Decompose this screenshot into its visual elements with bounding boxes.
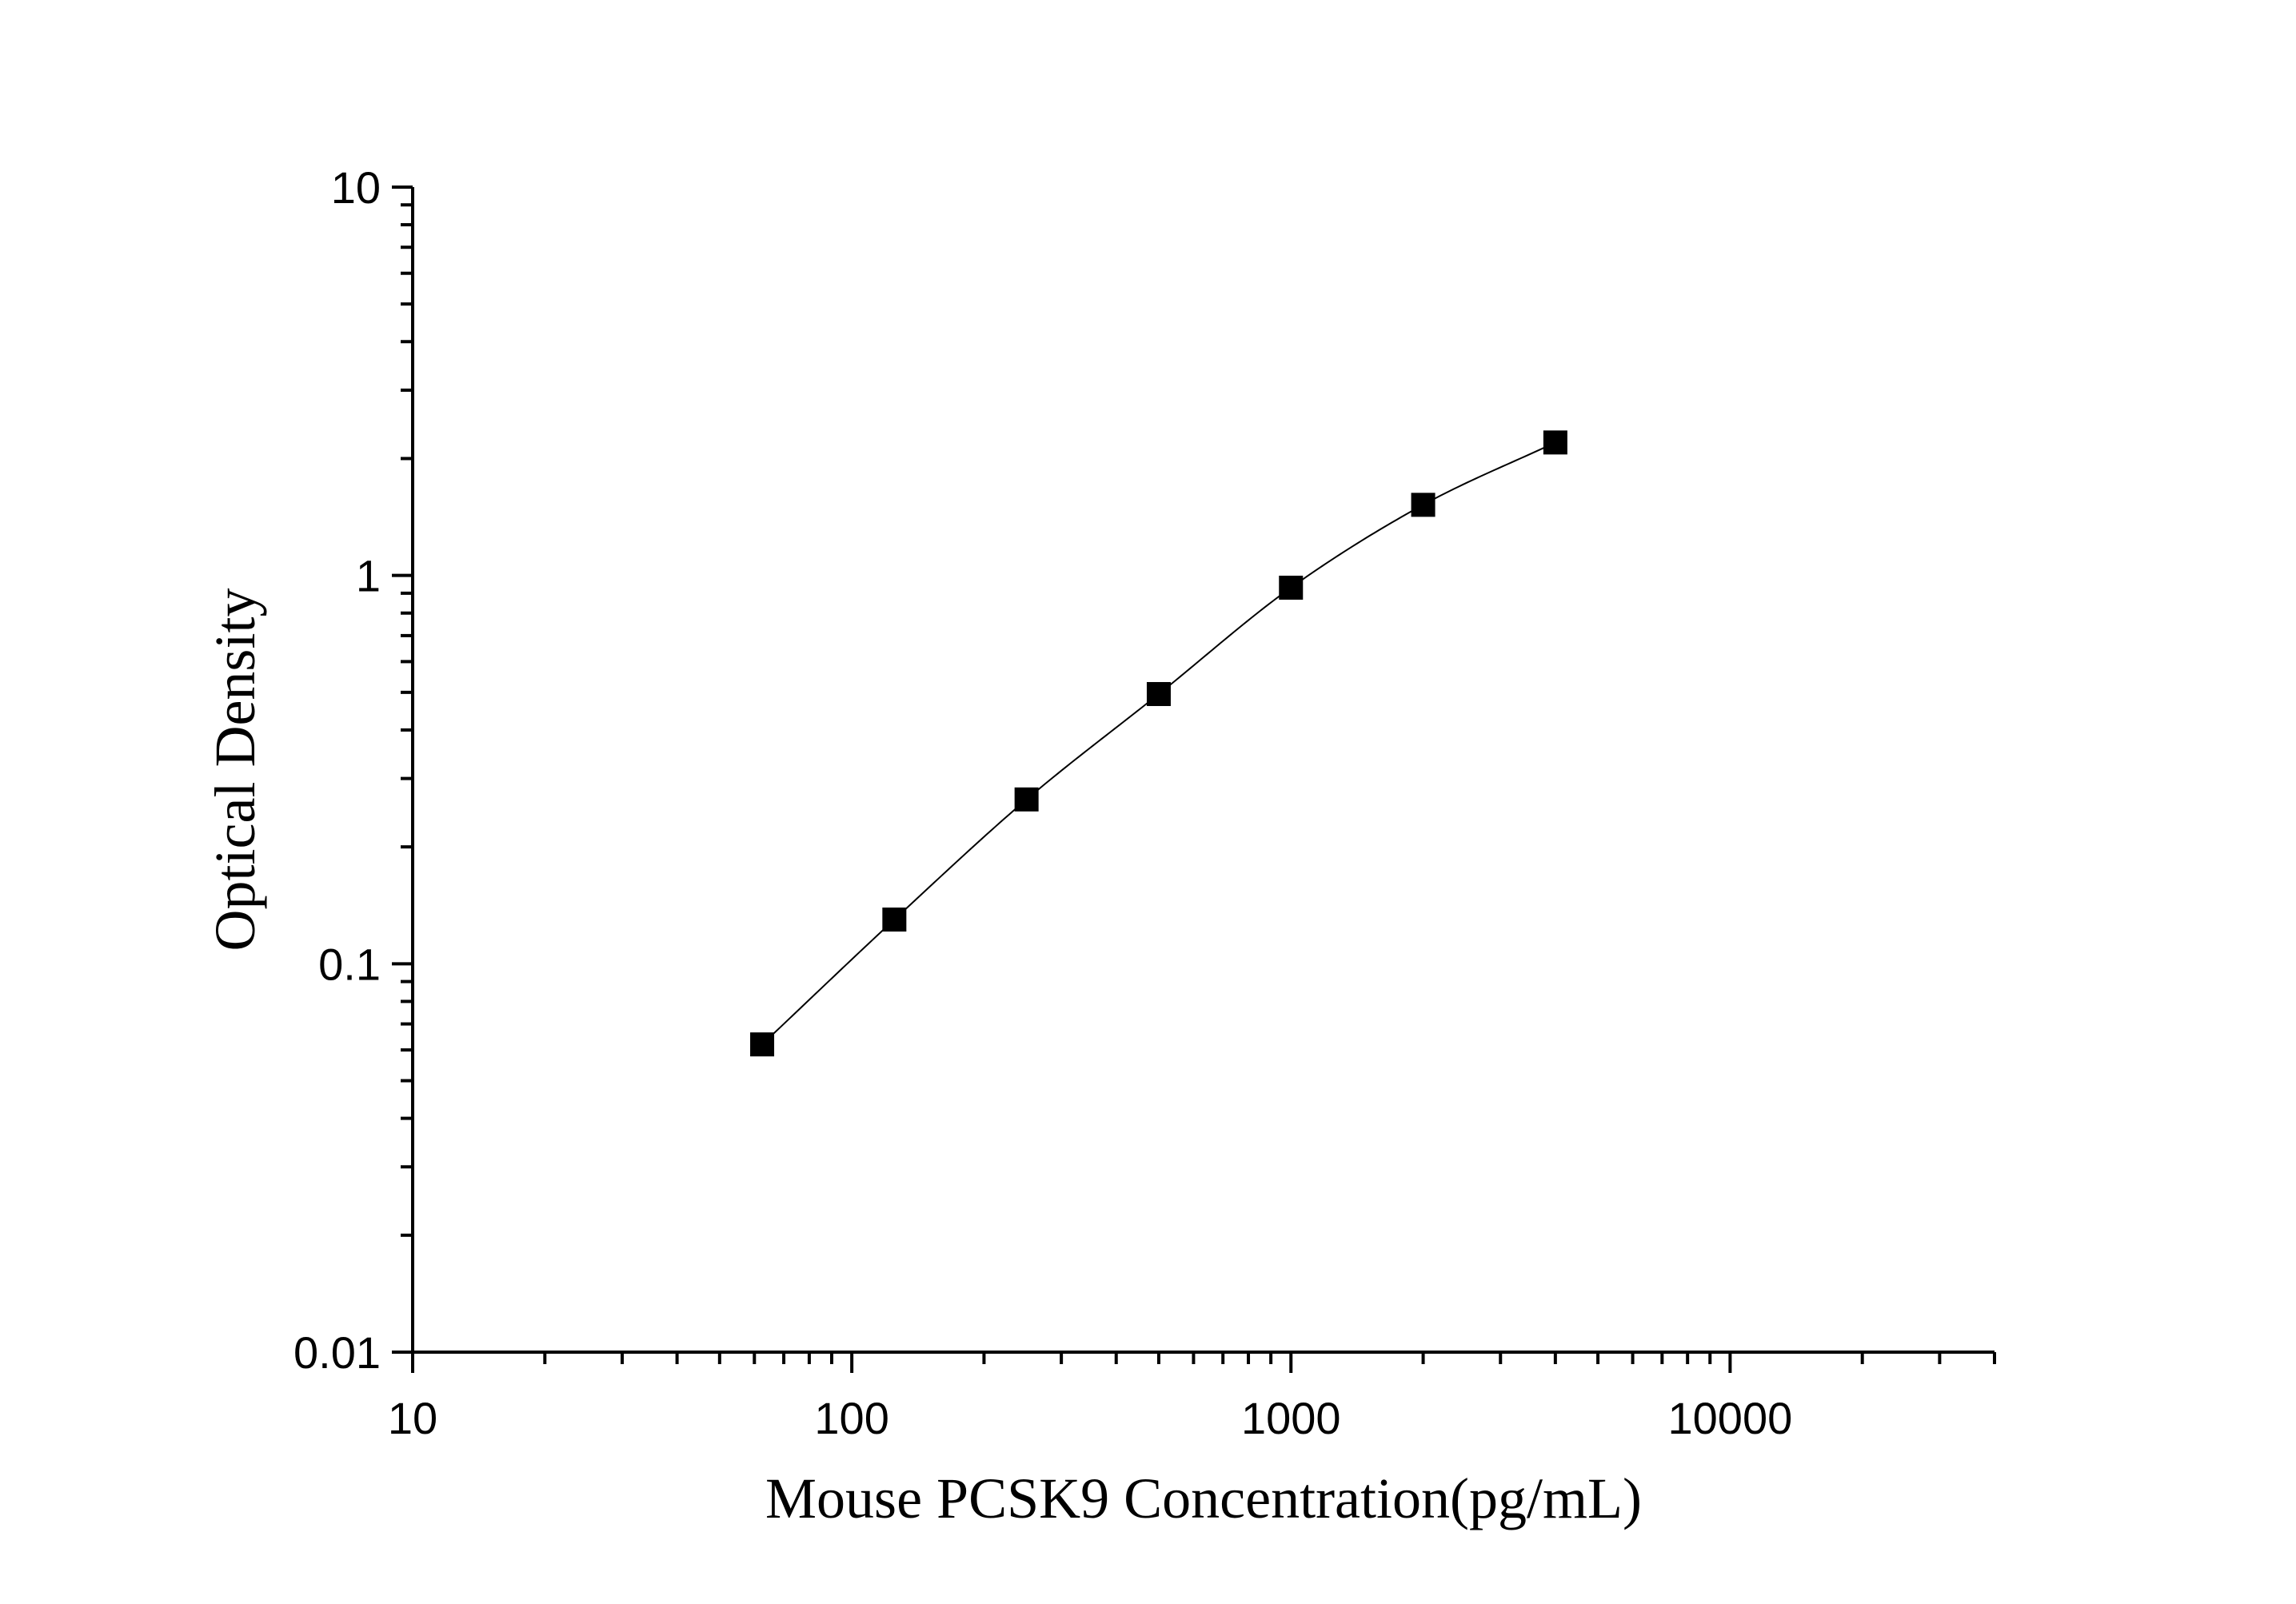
y-tick-label: 10 [331,162,381,213]
y-axis-title: Optical Density [203,589,267,952]
data-points [750,430,1567,1057]
data-point [1146,681,1171,706]
x-tick-label: 10000 [1668,1393,1793,1443]
data-point [882,907,907,932]
x-tick-label: 10 [388,1393,437,1443]
tick-labels: 10 100 1000 10000 0.01 0.1 1 10 [293,162,1792,1443]
axes [392,186,1996,1373]
x-tick-label: 1000 [1241,1393,1341,1443]
data-point [1014,787,1039,812]
y-tick-label: 0.01 [293,1327,381,1378]
y-tick-label: 1 [356,551,381,601]
y-tick-label: 0.1 [318,939,381,989]
data-point [1543,430,1567,455]
x-axis-title: Mouse PCSK9 Concentration(pg/mL) [765,1466,1642,1530]
data-point [1279,575,1304,600]
x-tick-label: 100 [814,1393,888,1443]
data-point [750,1032,775,1057]
data-point [1411,493,1435,517]
